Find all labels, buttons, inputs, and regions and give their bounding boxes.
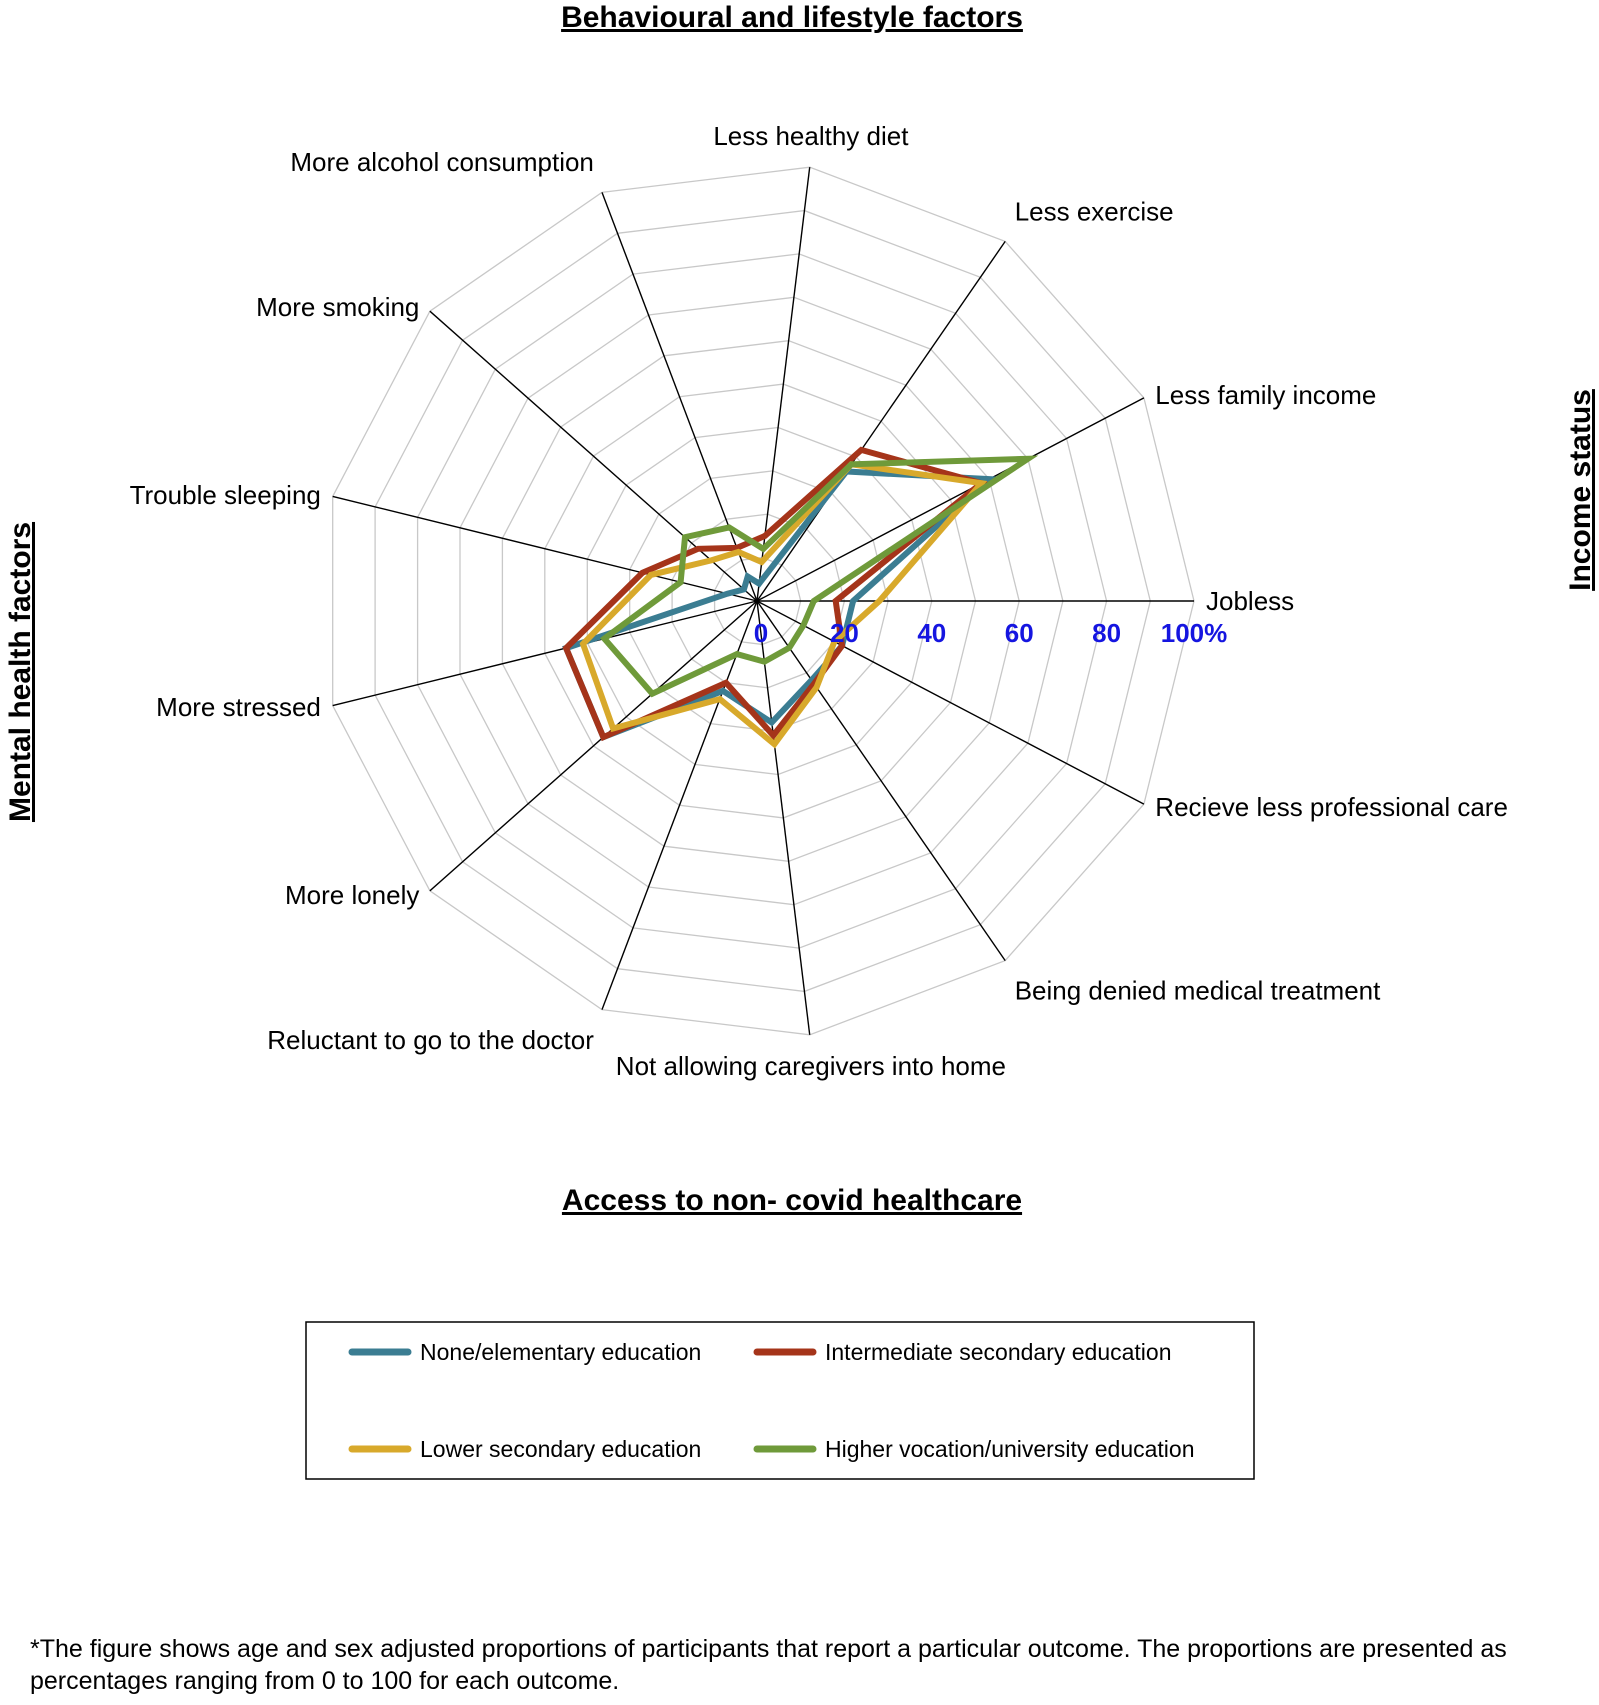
spoke-line — [756, 600, 1006, 961]
radial-tick-label: 100% — [1161, 618, 1228, 648]
title-access-healthcare: Access to non- covid healthcare — [562, 1184, 1022, 1217]
footnote: *The figure shows age and sex adjusted p… — [30, 1635, 1507, 1695]
legend: None/elementary education Intermediate se… — [305, 1321, 1255, 1480]
title-mental-health: Mental health factors — [4, 522, 37, 822]
grid-ring — [501, 340, 1020, 862]
radial-tick-label: 40 — [917, 618, 946, 648]
category-label: More lonely — [285, 880, 419, 910]
grid-ring — [332, 166, 1195, 1036]
legend-label: Higher vocation/university education — [825, 1436, 1194, 1462]
category-labels: Jobless Less family income Less exercise Le… — [130, 121, 1508, 1081]
spoke-line — [429, 600, 758, 892]
spoke-line — [332, 495, 758, 602]
category-label: More stressed — [156, 692, 321, 722]
spoke-line — [601, 600, 758, 1010]
grid-ring — [544, 383, 977, 819]
category-label: Less family income — [1155, 380, 1376, 410]
series-line-4 — [599, 455, 1039, 698]
category-label: More smoking — [256, 292, 419, 322]
spoke-line — [756, 241, 1006, 602]
spoke-line — [756, 600, 811, 1035]
legend-box — [305, 1321, 1255, 1480]
radar-spokes — [332, 167, 1194, 1035]
radial-tick-labels: 0 20 40 60 80 100% — [754, 618, 1227, 648]
title-behavioural: Behavioural and lifestyle factors — [561, 1, 1023, 34]
category-label: Recieve less professional care — [1155, 792, 1508, 822]
legend-label: Intermediate secondary education — [825, 1339, 1172, 1365]
spoke-line — [756, 397, 1145, 602]
legend-entries: None/elementary education Intermediate se… — [348, 1339, 1194, 1462]
radial-tick-label: 60 — [1005, 618, 1034, 648]
grid-ring — [374, 209, 1151, 993]
spoke-line — [756, 600, 1145, 805]
spoke-line — [601, 192, 758, 602]
legend-label: None/elementary education — [420, 1339, 701, 1365]
legend-label: Lower secondary education — [420, 1436, 701, 1462]
category-label: Not allowing caregivers into home — [616, 1051, 1006, 1081]
radial-tick-label: 20 — [830, 618, 859, 648]
category-label: Less healthy diet — [713, 121, 909, 151]
category-label: Being denied medical treatment — [1015, 976, 1381, 1006]
radar-series — [562, 446, 1039, 749]
grid-ring — [459, 296, 1064, 906]
spoke-line — [756, 167, 811, 602]
category-label: More alcohol consumption — [290, 147, 594, 177]
spoke-line — [429, 310, 758, 602]
title-income-status: Income status — [1564, 389, 1597, 591]
series-line-2 — [562, 446, 988, 742]
category-label: Less exercise — [1015, 196, 1174, 226]
category-label: Jobless — [1206, 586, 1294, 616]
radial-tick-label: 0 — [754, 618, 768, 648]
series-line-1 — [562, 468, 997, 742]
category-label: Reluctant to go to the doctor — [267, 1025, 594, 1055]
spoke-line — [332, 600, 758, 707]
grid-ring — [586, 426, 933, 776]
radial-tick-label: 80 — [1092, 618, 1121, 648]
category-label: Trouble sleeping — [130, 480, 321, 510]
grid-ring — [416, 253, 1108, 949]
